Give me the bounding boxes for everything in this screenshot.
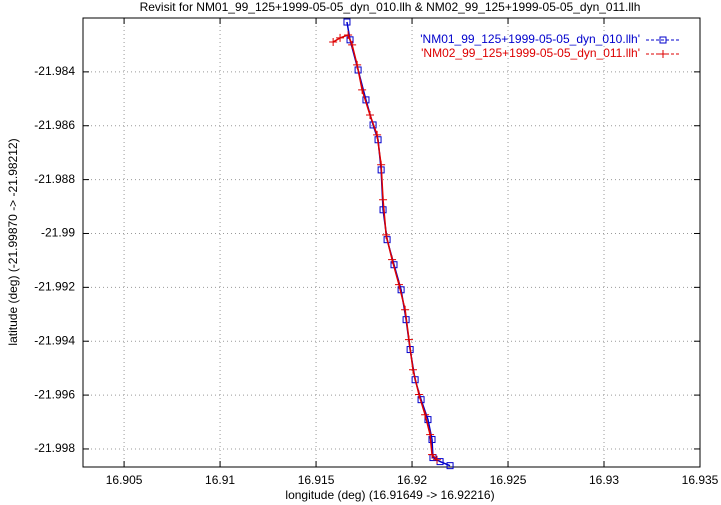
point [343, 18, 351, 26]
point [659, 50, 667, 58]
x-tick-label: 16.91 [205, 473, 235, 487]
x-tick-label: 16.93 [589, 473, 619, 487]
point [382, 230, 391, 239]
point [404, 335, 413, 344]
point [394, 280, 403, 289]
legend-label: 'NM01_99_125+1999-05-05_dyn_010.llh' [420, 32, 640, 46]
point [421, 410, 430, 419]
point [365, 110, 374, 119]
point [373, 130, 382, 139]
point [348, 40, 357, 49]
point [414, 390, 423, 399]
point [344, 30, 353, 39]
y-tick-label: -21.984 [34, 64, 75, 78]
y-tick-label: -21.996 [34, 387, 75, 401]
point [329, 37, 338, 46]
y-tick-label: -21.994 [34, 333, 75, 347]
chart-title: Revisit for NM01_99_125+1999-05-05_dyn_0… [140, 0, 641, 14]
x-tick-label: 16.925 [490, 473, 527, 487]
legend-label: 'NM02_99_125+1999-05-05_dyn_011.llh' [421, 46, 640, 60]
point [401, 305, 410, 314]
point [446, 462, 454, 470]
point [388, 255, 397, 264]
point [424, 416, 432, 424]
y-tick-label: -21.992 [34, 280, 75, 294]
point [353, 60, 362, 69]
point [432, 455, 441, 464]
x-tick-label: 16.935 [682, 473, 719, 487]
point [358, 85, 367, 94]
x-tick-label: 16.905 [106, 473, 143, 487]
point [426, 430, 435, 439]
y-tick-label: -21.986 [34, 118, 75, 132]
y-tick-label: -21.998 [34, 441, 75, 455]
point [346, 36, 354, 44]
x-tick-label: 16.92 [397, 473, 427, 487]
point [659, 36, 667, 44]
point [428, 450, 437, 459]
y-tick-label: -21.99 [41, 226, 75, 240]
point [377, 160, 386, 169]
x-tick-label: 16.915 [298, 473, 335, 487]
point [336, 33, 345, 42]
y-tick-label: -21.988 [34, 172, 75, 186]
point [379, 195, 388, 204]
plot-frame [82, 17, 701, 468]
x-axis-label: longitude (deg) (16.91649 -> 16.92216) [285, 488, 494, 502]
point [409, 365, 418, 374]
y-axis-label: latitude (deg) (-21.99870 -> -21.98212) [6, 138, 20, 345]
point [428, 436, 436, 444]
